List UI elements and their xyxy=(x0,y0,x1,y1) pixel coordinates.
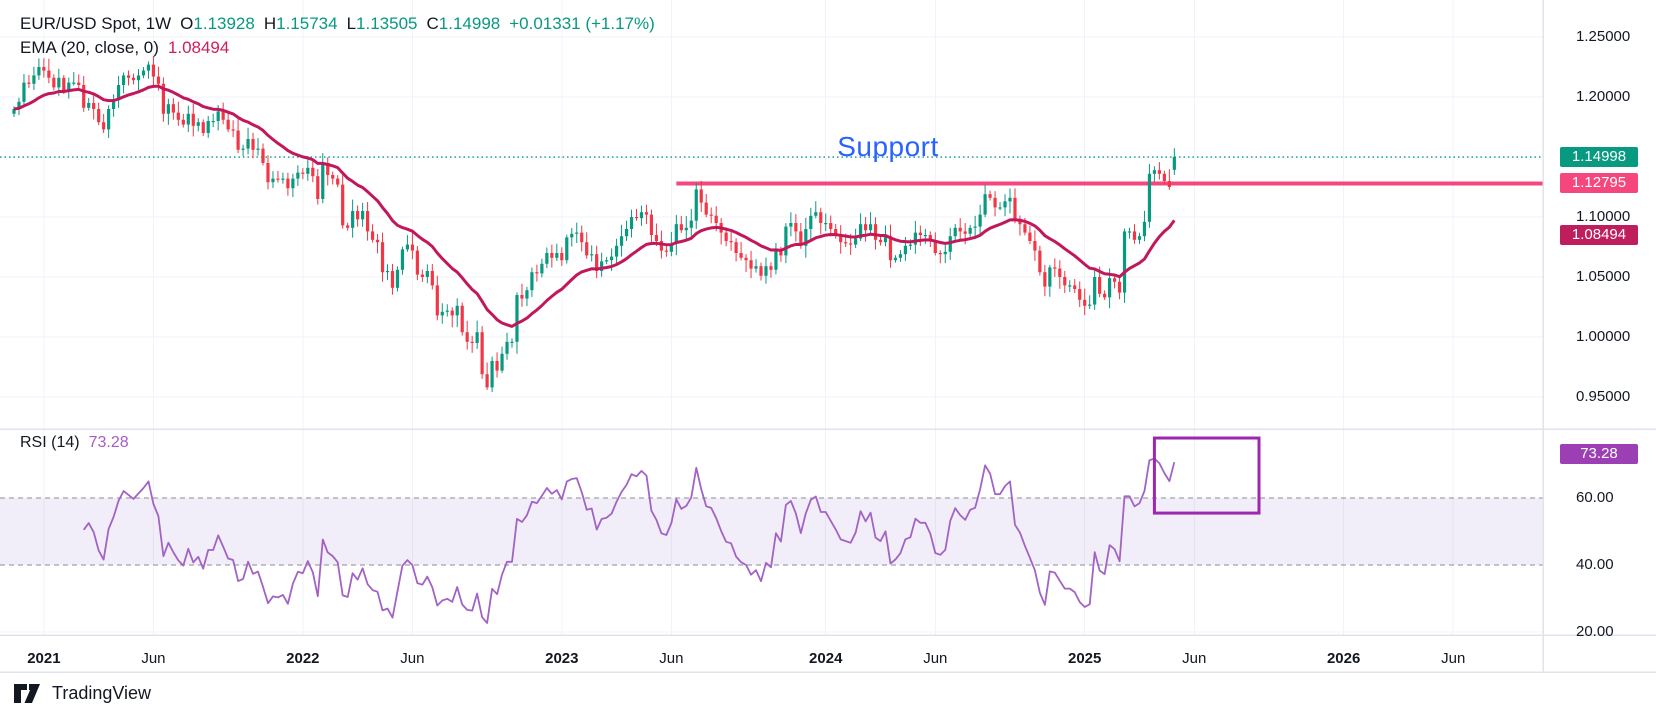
price-badge-last-price: 1.14998 xyxy=(1560,147,1638,168)
price-axis-label: 0.95000 xyxy=(1576,388,1631,405)
candlestick-series[interactable] xyxy=(12,55,1176,393)
rsi-label: RSI (14) xyxy=(20,434,80,451)
time-axis-label: Jun xyxy=(1441,650,1466,667)
low-label: L xyxy=(346,14,357,33)
price-axis-label: 1.25000 xyxy=(1576,28,1631,45)
rsi-badge: 73.28 xyxy=(1560,443,1638,464)
time-axis-label: Jun xyxy=(141,650,166,667)
close-label: C xyxy=(426,14,439,33)
rsi-axis-label: 60.00 xyxy=(1576,489,1614,506)
pane-separators[interactable] xyxy=(0,0,1656,673)
price-axis-label: 1.05000 xyxy=(1576,268,1631,285)
time-axis-label: Jun xyxy=(400,650,425,667)
ema-label: EMA (20, close, 0) xyxy=(20,38,159,57)
close-value: 1.14998 xyxy=(438,14,501,33)
low-value: 1.13505 xyxy=(356,14,418,33)
price-badge-ema-value: 1.08494 xyxy=(1560,225,1638,246)
grid-lines xyxy=(0,0,1543,635)
ema-legend[interactable]: EMA (20, close, 0) 1.08494 xyxy=(20,36,229,59)
rsi-value: 73.28 xyxy=(88,434,129,451)
open-label: O xyxy=(180,14,194,33)
rsi-band xyxy=(0,497,1543,566)
rsi-highlight-box[interactable] xyxy=(1152,436,1261,515)
time-axis-label: 2021 xyxy=(27,650,61,667)
time-axis-label: Jun xyxy=(923,650,948,667)
time-axis-label: 2023 xyxy=(545,650,579,667)
time-axis-label: Jun xyxy=(659,650,684,667)
rsi-axis-label: 20.00 xyxy=(1576,623,1614,640)
price-axis-label: 1.20000 xyxy=(1576,88,1631,105)
price-axis-label: 1.00000 xyxy=(1576,328,1631,345)
rsi-line[interactable] xyxy=(82,457,1176,624)
high-label: H xyxy=(263,14,277,33)
time-axis-label: Jun xyxy=(1182,650,1207,667)
high-value: 1.15734 xyxy=(276,14,338,33)
open-value: 1.13928 xyxy=(193,14,255,33)
symbol-legend[interactable]: EUR/USD Spot, 1W O1.13928 H1.15734 L1.13505… xyxy=(20,12,655,35)
ema-line[interactable] xyxy=(13,84,1176,328)
rsi-legend[interactable]: RSI (14) 73.28 xyxy=(20,434,129,452)
tradingview-logo[interactable]: TradingView xyxy=(14,683,151,704)
symbol-title: EUR/USD Spot, 1W xyxy=(20,14,172,33)
tradingview-logo-text: TradingView xyxy=(52,683,152,703)
time-axis-label: 2026 xyxy=(1326,650,1361,667)
price-badge-support-line: 1.12795 xyxy=(1560,173,1638,194)
ema-value: 1.08494 xyxy=(167,38,230,57)
change-value: +0.01331 (+1.17%) xyxy=(509,14,655,33)
tradingview-logo-icon xyxy=(14,684,40,703)
time-axis-label: 2024 xyxy=(809,650,843,667)
time-axis-label: 2025 xyxy=(1068,650,1102,667)
support-annotation-text[interactable]: Support xyxy=(837,131,939,162)
rsi-axis-label: 40.00 xyxy=(1576,556,1614,573)
time-axis-label: 2022 xyxy=(286,650,320,667)
price-axis-label: 1.10000 xyxy=(1576,208,1631,225)
